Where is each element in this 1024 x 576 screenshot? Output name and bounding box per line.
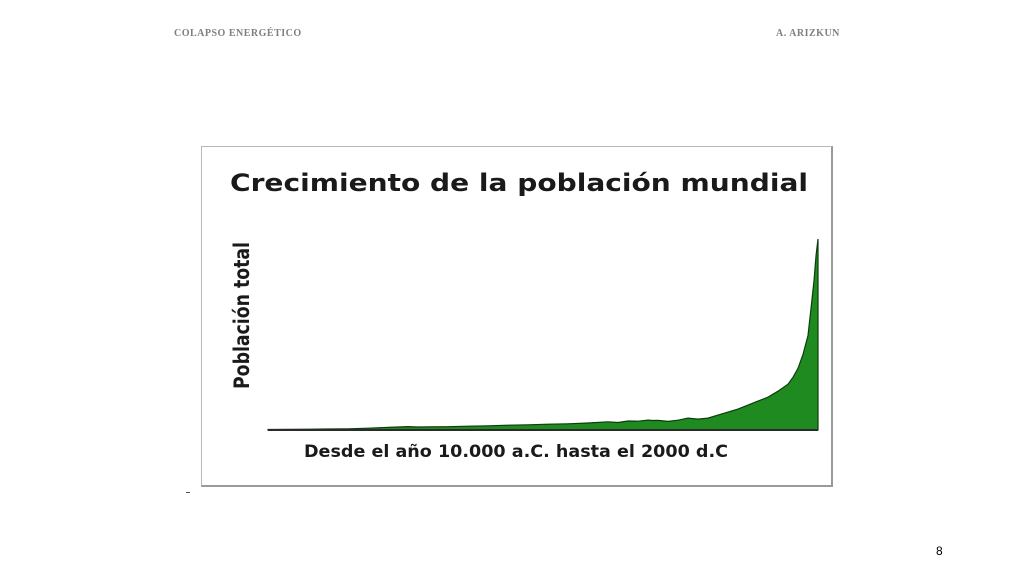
x-axis-label: Desde el año 10.000 a.C. hasta el 2000 d… (304, 442, 728, 462)
population-area (267, 238, 819, 431)
decorative-dash (186, 492, 190, 493)
y-axis-label: Población total (230, 242, 254, 389)
population-chart: Crecimiento de la población mundial Pobl… (230, 169, 819, 462)
chart-frame: Crecimiento de la población mundial Pobl… (201, 146, 833, 487)
chart-title: Crecimiento de la población mundial (230, 169, 808, 197)
page-number: 8 (936, 544, 943, 558)
header-presentation-title: COLAPSO ENERGÉTICO (174, 28, 302, 39)
chart-area-series (267, 238, 819, 431)
header-author: A. ARIZKUN (776, 28, 840, 39)
